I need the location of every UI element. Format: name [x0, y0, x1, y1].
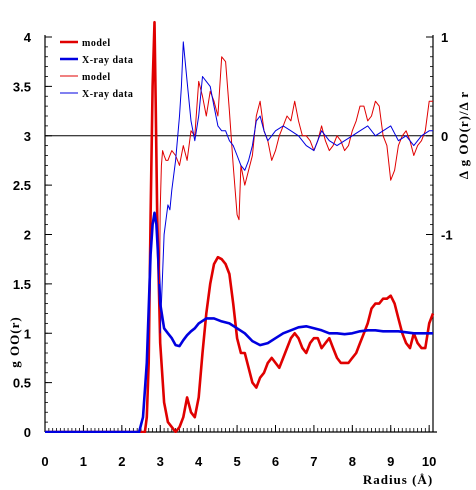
y-left-tick-label: 2.5 — [13, 178, 31, 193]
x-axis-title: Radius (Å) — [363, 472, 433, 487]
legend-label: model — [82, 38, 111, 49]
y-right-tick-label: 0 — [441, 129, 448, 144]
series-line-right-x-ray-data — [160, 42, 433, 333]
y-left-tick-label: 2 — [24, 228, 31, 243]
x-tick-label: 7 — [310, 454, 317, 469]
y-left-tick-label: 1.5 — [13, 277, 31, 292]
y-left-tick-label: 0 — [24, 425, 31, 440]
legend: model X-ray data model X-ray data — [60, 38, 133, 100]
x-tick-label: 3 — [157, 454, 164, 469]
x-tick-label: 9 — [387, 454, 394, 469]
legend-label: model — [82, 72, 111, 83]
x-tick-label: 2 — [118, 454, 125, 469]
x-tick-label: 4 — [195, 454, 203, 469]
y-left-tick-label: 0.5 — [13, 376, 31, 391]
x-tick-label: 6 — [272, 454, 279, 469]
x-tick-label: 8 — [349, 454, 356, 469]
y-left-tick-label: 4 — [24, 30, 32, 45]
y-left-tick-label: 1 — [24, 326, 31, 341]
y-left-tick-label: 3 — [24, 129, 31, 144]
series-line-right-model — [160, 57, 434, 284]
y-right-tick-label: 1 — [441, 30, 448, 45]
series-line-left-model — [45, 22, 433, 432]
axis-titles: Radius (Å) g OO(r) Δ g OO(r)/Δ r — [7, 91, 471, 487]
y-left-tick-label: 3.5 — [13, 79, 31, 94]
x-tick-label: 0 — [41, 454, 48, 469]
x-tick-label: 5 — [233, 454, 240, 469]
x-tick-label: 10 — [422, 454, 436, 469]
x-tick-label: 1 — [80, 454, 87, 469]
series-line-left-x-ray-data — [45, 213, 433, 432]
y-right-tick-label: -1 — [441, 228, 453, 243]
y-right-axis-title: Δ g OO(r)/Δ r — [456, 91, 471, 179]
series-group — [45, 22, 433, 432]
legend-label: X-ray data — [82, 89, 133, 100]
legend-label: X-ray data — [82, 55, 133, 66]
y-left-axis-title: g OO(r) — [7, 316, 22, 367]
